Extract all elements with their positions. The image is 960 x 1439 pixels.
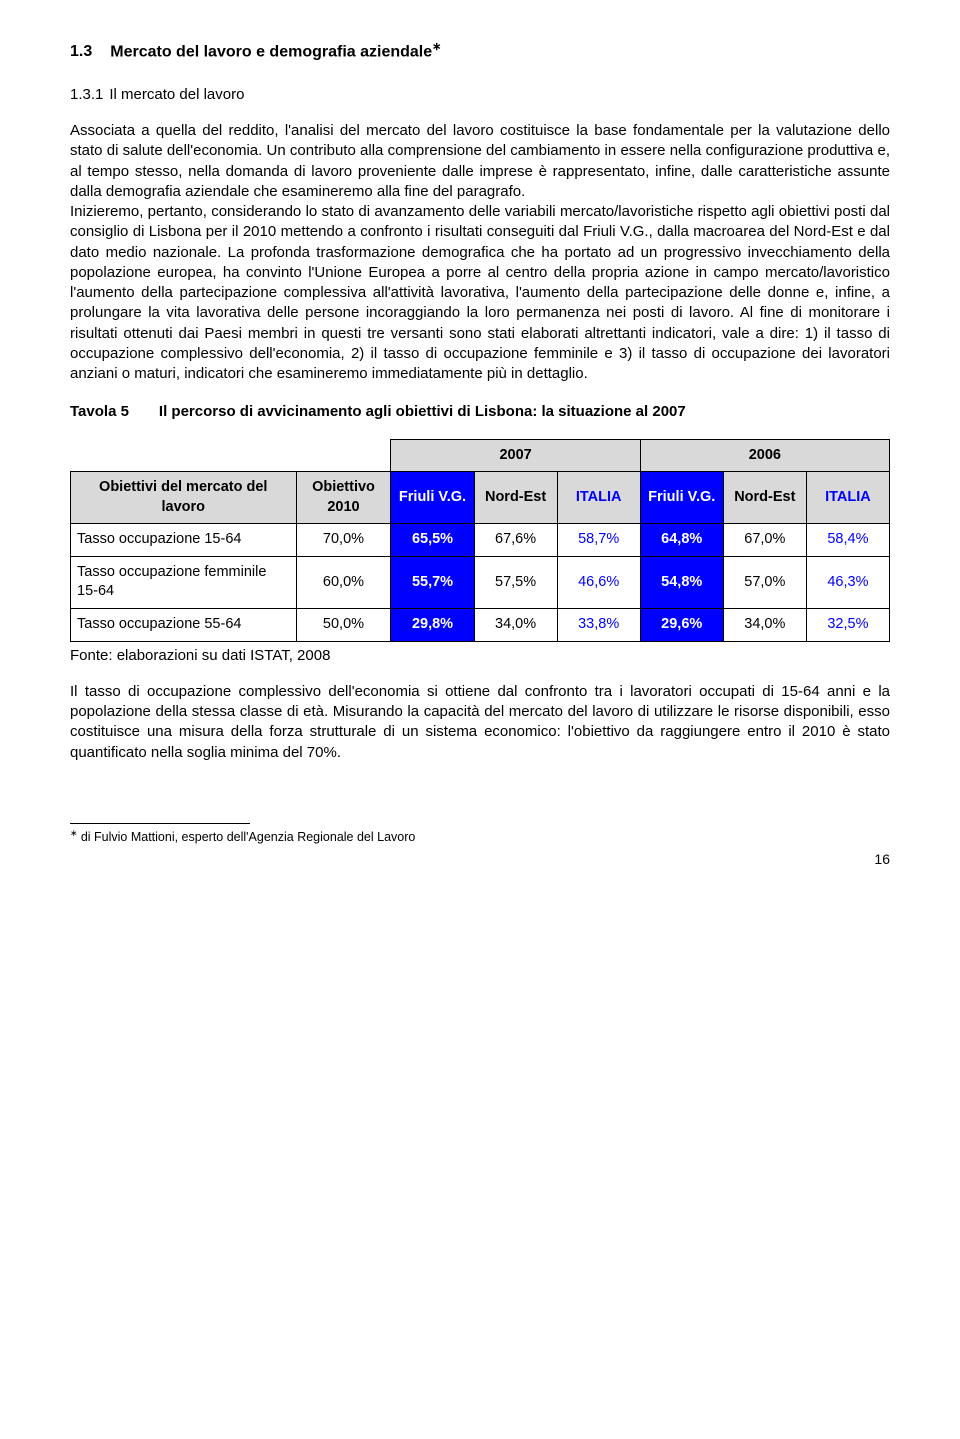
row-label: Tasso occupazione 15-64 xyxy=(71,524,297,557)
cell-fvg07: 55,7% xyxy=(391,556,474,608)
table-row: Tasso occupazione 55-64 50,0% 29,8% 34,0… xyxy=(71,609,890,642)
cell-it07: 46,6% xyxy=(557,556,640,608)
cell-fvg06: 64,8% xyxy=(640,524,723,557)
col-italia-2006: ITALIA xyxy=(806,472,889,524)
cell-ne06: 67,0% xyxy=(723,524,806,557)
footnote: ∗ di Fulvio Mattioni, esperto dell'Agenz… xyxy=(70,828,890,846)
table-row: Tasso occupazione 15-64 70,0% 65,5% 67,6… xyxy=(71,524,890,557)
cell-fvg07: 29,8% xyxy=(391,609,474,642)
table-column-header-row: Obiettivi del mercato del lavoro Obietti… xyxy=(71,472,890,524)
page-number: 16 xyxy=(70,850,890,869)
table-caption: Tavola 5 Il percorso di avvicinamento agl… xyxy=(70,402,890,422)
section-heading: 1.3 Mercato del lavoro e demografia azien… xyxy=(70,40,890,63)
cell-ne07: 34,0% xyxy=(474,609,557,642)
col-italia-2007: ITALIA xyxy=(557,472,640,524)
cell-fvg06: 29,6% xyxy=(640,609,723,642)
footnote-text: di Fulvio Mattioni, esperto dell'Agenzia… xyxy=(77,830,415,844)
year-header-2007: 2007 xyxy=(391,439,640,472)
col-target-2010: Obiettivo 2010 xyxy=(296,472,391,524)
row-label: Tasso occupazione femminile 15-64 xyxy=(71,556,297,608)
cell-ne07: 67,6% xyxy=(474,524,557,557)
cell-obj: 60,0% xyxy=(296,556,391,608)
subsection-number: 1.3.1 xyxy=(70,85,103,105)
cell-ne07: 57,5% xyxy=(474,556,557,608)
subsection-heading: 1.3.1 Il mercato del lavoro xyxy=(70,85,890,105)
cell-ne06: 57,0% xyxy=(723,556,806,608)
paragraph-intro: Associata a quella del reddito, l'analis… xyxy=(70,121,890,384)
cell-ne06: 34,0% xyxy=(723,609,806,642)
row-label: Tasso occupazione 55-64 xyxy=(71,609,297,642)
heading-footnote-marker: ∗ xyxy=(432,41,441,53)
footnote-separator xyxy=(70,823,250,824)
col-fvg-2006: Friuli V.G. xyxy=(640,472,723,524)
lisbon-objectives-table: 2007 2006 Obiettivi del mercato del lavo… xyxy=(70,439,890,642)
table-source: Fonte: elaborazioni su dati ISTAT, 2008 xyxy=(70,646,890,666)
col-nordest-2006: Nord-Est xyxy=(723,472,806,524)
table-title: Il percorso di avvicinamento agli obiett… xyxy=(159,402,839,422)
cell-it07: 33,8% xyxy=(557,609,640,642)
cell-it06: 32,5% xyxy=(806,609,889,642)
section-number: 1.3 xyxy=(70,41,92,63)
year-header-2006: 2006 xyxy=(640,439,889,472)
cell-fvg07: 65,5% xyxy=(391,524,474,557)
col-fvg-2007: Friuli V.G. xyxy=(391,472,474,524)
col-nordest-2007: Nord-Est xyxy=(474,472,557,524)
cell-it07: 58,7% xyxy=(557,524,640,557)
cell-it06: 46,3% xyxy=(806,556,889,608)
table-number: Tavola 5 xyxy=(70,402,129,422)
section-title: Mercato del lavoro e demografia aziendal… xyxy=(110,43,432,60)
cell-obj: 70,0% xyxy=(296,524,391,557)
table-row: Tasso occupazione femminile 15-64 60,0% … xyxy=(71,556,890,608)
cell-obj: 50,0% xyxy=(296,609,391,642)
table-year-row: 2007 2006 xyxy=(71,439,890,472)
col-objectives: Obiettivi del mercato del lavoro xyxy=(71,472,297,524)
paragraph-conclusion: Il tasso di occupazione complessivo dell… xyxy=(70,682,890,763)
subsection-title: Il mercato del lavoro xyxy=(109,86,244,103)
cell-fvg06: 54,8% xyxy=(640,556,723,608)
cell-it06: 58,4% xyxy=(806,524,889,557)
